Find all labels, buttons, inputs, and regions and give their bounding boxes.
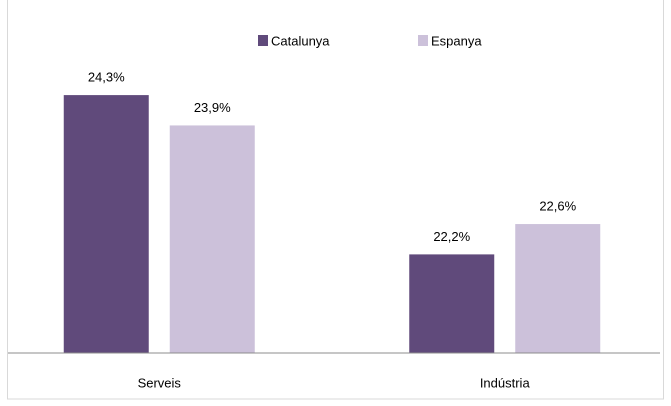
- data-label: 24,3%: [88, 70, 125, 85]
- legend-swatch: [418, 35, 428, 46]
- data-label: 22,6%: [539, 198, 576, 213]
- x-tick-label: Serveis: [138, 375, 182, 390]
- legend-label: Catalunya: [271, 33, 330, 48]
- bar: [169, 125, 255, 353]
- bar: [515, 224, 601, 353]
- bar: [409, 254, 495, 353]
- legend-label: Espanya: [431, 33, 482, 48]
- x-tick-label: Indústria: [480, 375, 531, 390]
- data-label: 23,9%: [194, 100, 231, 115]
- data-label: 22,2%: [433, 229, 470, 244]
- bar: [63, 95, 149, 353]
- legend-swatch: [258, 35, 268, 46]
